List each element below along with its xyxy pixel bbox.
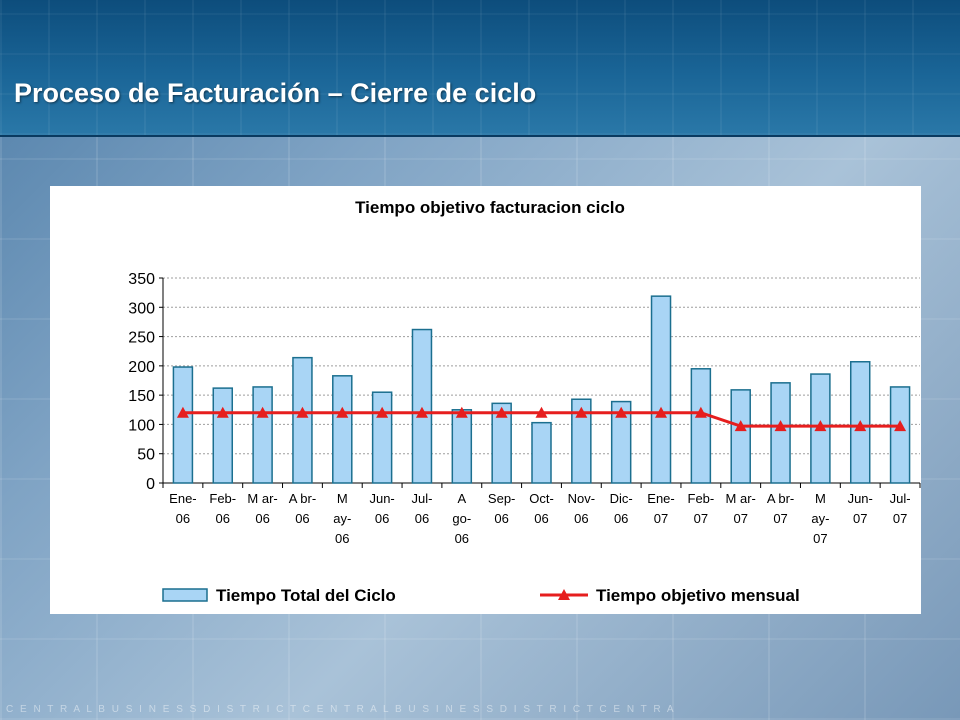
chart-title: Tiempo objetivo facturacion ciclo — [355, 198, 625, 217]
x-tick-label: A br-07 — [767, 491, 794, 526]
target-marker — [615, 406, 628, 418]
legend-bar-swatch — [162, 588, 208, 602]
target-marker — [894, 420, 907, 432]
x-tick-label: Ene-07 — [647, 491, 674, 526]
x-tick-label: Jul-07 — [890, 491, 911, 526]
bar-series — [172, 295, 911, 484]
x-tick-label: Feb-06 — [209, 491, 236, 526]
target-marker — [495, 406, 508, 418]
legend-label-line: Tiempo objetivo mensual — [596, 586, 800, 605]
y-tick-label: 250 — [128, 330, 155, 347]
bar — [252, 386, 273, 484]
target-marker — [575, 406, 588, 418]
bar — [212, 387, 234, 484]
y-tick-label: 0 — [146, 476, 155, 493]
bar — [411, 328, 433, 484]
bar — [610, 400, 632, 484]
x-tick-labels: Ene-06 Feb-06 M ar-06 A br-06 M ay-06 Jun-06 Ju… — [169, 491, 910, 546]
y-tick-label: 50 — [137, 447, 155, 464]
target-marker — [336, 406, 349, 418]
x-tick-label: Jun-06 — [369, 491, 394, 526]
bar — [531, 421, 552, 484]
y-tick-label: 200 — [128, 359, 155, 376]
target-marker — [216, 406, 229, 418]
x-tick-label: Dic-06 — [610, 491, 633, 526]
x-tick-label: M ar-07 — [726, 491, 756, 526]
target-marker — [655, 406, 668, 418]
bar — [451, 409, 473, 484]
bar — [491, 402, 512, 484]
y-tick-label: 150 — [128, 388, 155, 405]
header-texture — [0, 0, 960, 135]
slide-header: Proceso de Facturación – Cierre de ciclo — [0, 0, 960, 137]
x-tick-label: Sep-06 — [488, 491, 515, 526]
x-tick-label: Jul-06 — [411, 491, 432, 526]
bar — [292, 356, 313, 484]
footer-strip: C E N T R A L B U S I N E S S D I S T R … — [0, 698, 960, 720]
target-marker — [854, 420, 867, 432]
target-line-series — [176, 406, 907, 432]
target-marker — [176, 406, 189, 418]
bar — [889, 386, 911, 484]
target-marker — [256, 406, 269, 418]
bar — [371, 391, 393, 484]
footer-text: C E N T R A L B U S I N E S S D I S T R … — [6, 703, 676, 715]
target-marker — [296, 406, 309, 418]
target-marker — [694, 406, 707, 418]
y-tick-label: 100 — [128, 417, 155, 434]
x-tick-label: Nov-06 — [568, 491, 595, 526]
x-tick-label: A br-06 — [289, 491, 316, 526]
target-marker — [535, 406, 548, 418]
target-marker — [734, 420, 747, 432]
bar — [172, 366, 194, 484]
bar — [650, 295, 672, 484]
y-tick-label: 350 — [128, 271, 155, 288]
slide-title: Proceso de Facturación – Cierre de ciclo — [14, 78, 537, 108]
x-tick-label: Jun-07 — [848, 491, 873, 526]
target-marker — [814, 420, 827, 432]
x-tick-label: Feb-07 — [688, 491, 715, 526]
bar — [770, 382, 791, 484]
bar — [571, 398, 592, 484]
y-tick-labels: 0 50 100 150 200 250 300 350 — [128, 271, 155, 493]
target-marker — [455, 406, 468, 418]
x-tick-label: M ar-06 — [247, 491, 277, 526]
target-marker — [774, 420, 787, 432]
y-tick-label: 300 — [128, 300, 155, 317]
legend: Tiempo Total del Ciclo Tiempo objetivo me… — [162, 586, 800, 605]
legend-line-marker — [558, 589, 570, 600]
bar — [332, 375, 353, 484]
x-tick-label: Ene-06 — [169, 491, 196, 526]
chart-svg: Tiempo objetivo facturacion ciclo Ene-06… — [128, 198, 921, 605]
target-marker — [415, 406, 428, 418]
legend-label-bars: Tiempo Total del Ciclo — [216, 586, 396, 605]
x-tick-label: Oct-06 — [529, 491, 554, 526]
bar — [730, 389, 751, 484]
chart-panel: Tiempo objetivo facturacion ciclo Ene-06… — [50, 186, 921, 614]
bar — [690, 368, 712, 484]
target-marker — [376, 406, 389, 418]
